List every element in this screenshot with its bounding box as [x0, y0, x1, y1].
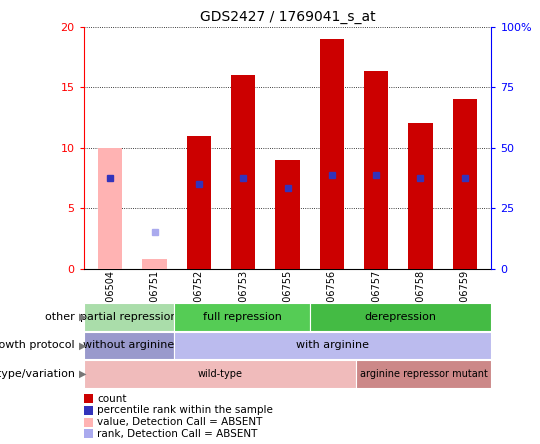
Text: wild-type: wild-type — [197, 369, 242, 379]
Text: with arginine: with arginine — [296, 341, 369, 350]
Bar — [408, 123, 433, 269]
Text: value, Detection Call = ABSENT: value, Detection Call = ABSENT — [97, 417, 262, 427]
Text: ▶: ▶ — [79, 312, 87, 322]
Text: without arginine: without arginine — [83, 341, 174, 350]
Text: derepression: derepression — [365, 312, 437, 322]
Bar — [364, 71, 388, 269]
Text: count: count — [97, 394, 127, 404]
Bar — [187, 135, 211, 269]
Bar — [453, 99, 477, 269]
Bar — [143, 259, 167, 269]
Text: ▶: ▶ — [79, 341, 87, 350]
Text: arginine repressor mutant: arginine repressor mutant — [360, 369, 488, 379]
Bar — [275, 160, 300, 269]
Text: other: other — [45, 312, 78, 322]
Bar — [320, 39, 344, 269]
Text: growth protocol: growth protocol — [0, 341, 78, 350]
Text: genotype/variation: genotype/variation — [0, 369, 78, 379]
Text: ▶: ▶ — [79, 369, 87, 379]
Text: partial repression: partial repression — [80, 312, 178, 322]
Text: full repression: full repression — [203, 312, 282, 322]
Bar — [231, 75, 255, 269]
Text: rank, Detection Call = ABSENT: rank, Detection Call = ABSENT — [97, 429, 258, 439]
Text: percentile rank within the sample: percentile rank within the sample — [97, 405, 273, 416]
Title: GDS2427 / 1769041_s_at: GDS2427 / 1769041_s_at — [200, 10, 375, 24]
Bar — [98, 148, 123, 269]
